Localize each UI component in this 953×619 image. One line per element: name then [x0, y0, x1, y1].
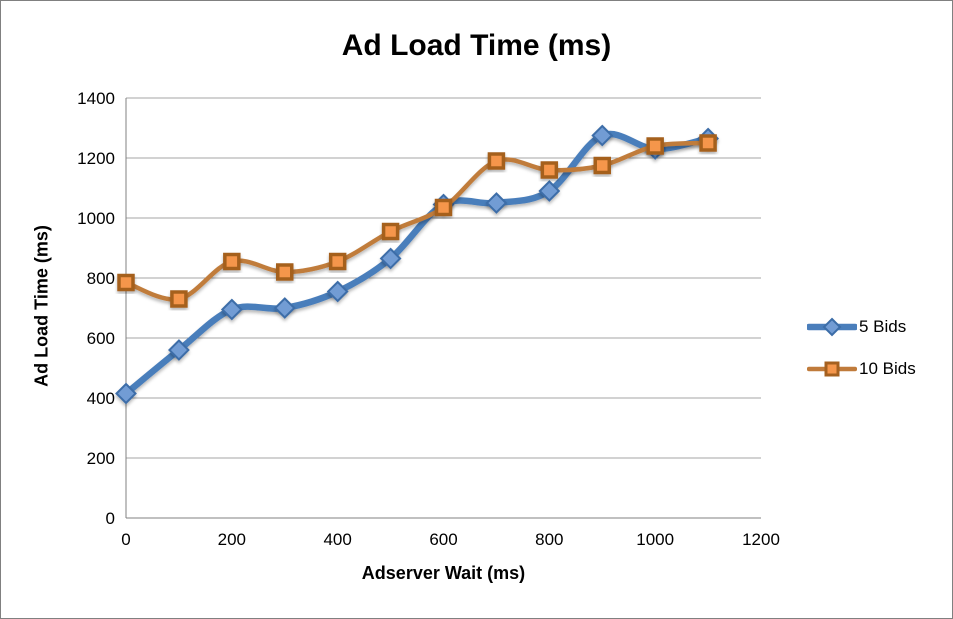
y-tick-label-1200: 1200 [77, 149, 115, 168]
y-tick-label-800: 800 [87, 269, 115, 288]
x-tick-label-800: 800 [535, 530, 563, 549]
legend-label-10-bids: 10 Bids [859, 359, 916, 378]
x-axis-title: Adserver Wait (ms) [361, 563, 526, 583]
marker-square-10-bids [646, 137, 664, 155]
x-tick-label-0: 0 [121, 530, 130, 549]
y-tick-label-200: 200 [87, 449, 115, 468]
marker-square-10-bids [434, 198, 453, 217]
marker-square-10-bids [540, 161, 559, 179]
x-tick-label-1000: 1000 [636, 530, 674, 549]
marker-square-10-bids [170, 290, 188, 308]
series-line-10-bids [123, 140, 711, 302]
x-tick-label-600: 600 [429, 530, 457, 549]
marker-square-10-bids [487, 152, 506, 170]
marker-diamond-5-bids [273, 297, 296, 319]
marker-square-10-bids [117, 273, 135, 292]
y-axis-title: Ad Load Time (ms) [31, 225, 52, 387]
marker-square-10-bids [223, 252, 241, 271]
marker-diamond-5-bids [485, 192, 508, 214]
y-tick-label-1000: 1000 [77, 209, 115, 228]
marker-diamond-5-bids [168, 339, 190, 361]
marker-diamond-5-bids [379, 247, 402, 270]
marker-diamond-5-bids [538, 180, 561, 202]
legend-label-5-bids: 5 Bids [859, 317, 907, 336]
series-line-5-bids [122, 130, 712, 397]
marker-square-10-bids [593, 156, 611, 175]
legend-item-10-bids: 10 Bids [807, 356, 916, 382]
legend-marker-10-bids [807, 361, 857, 377]
marker-square-10-bids [381, 222, 400, 241]
y-tick-label-600: 600 [87, 329, 115, 348]
y-tick-label-400: 400 [87, 389, 115, 408]
legend: 5 Bids 10 Bids [807, 314, 916, 382]
x-tick-label-200: 200 [218, 530, 246, 549]
marker-square-10-bids [699, 134, 717, 152]
y-tick-label-1400: 1400 [77, 89, 115, 108]
marker-diamond-5-bids [220, 298, 243, 321]
legend-marker-5-bids [807, 317, 857, 337]
marker-square-10-bids [328, 252, 347, 271]
y-tick-label-0: 0 [106, 509, 115, 528]
marker-square-10-bids [276, 263, 294, 281]
legend-item-5-bids: 5 Bids [807, 314, 916, 340]
x-tick-label-400: 400 [323, 530, 351, 549]
x-tick-label-1200: 1200 [742, 530, 780, 549]
marker-diamond-5-bids [326, 280, 349, 303]
chart-title: Ad Load Time (ms) [341, 29, 612, 62]
marker-diamond-5-bids [115, 382, 137, 405]
marker-diamond-5-bids [591, 124, 614, 147]
